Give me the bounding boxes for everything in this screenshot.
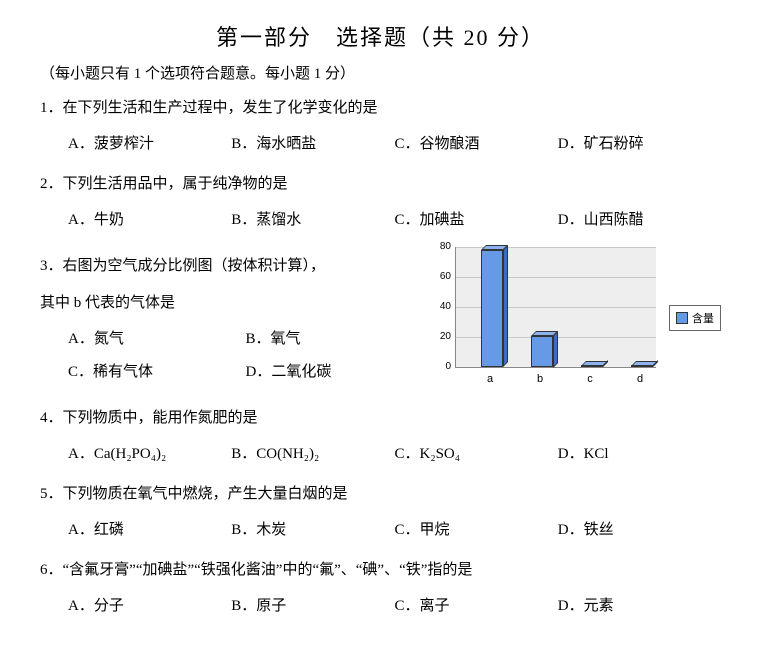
q3-opt-a: A．氮气 [68, 323, 246, 356]
y-tick-label: 20 [433, 332, 451, 342]
y-tick-label: 40 [433, 302, 451, 312]
q5-opt-d: D．铁丝 [558, 514, 721, 547]
q4-opt-c: C．K₂SO₄ [395, 438, 558, 471]
q6-opt-a: A．分子 [68, 590, 231, 623]
q3-stem2: 其中 b 代表的气体是 [40, 290, 423, 317]
page-title: 第一部分 选择题（共 20 分） [40, 20, 721, 52]
q1-options: A．菠萝榨汁 B．海水晒盐 C．谷物酿酒 D．矿石粉碎 [68, 128, 721, 161]
q3-row: 3．右图为空气成分比例图（按体积计算）， 其中 b 代表的气体是 A．氮气 B．… [40, 243, 721, 395]
q5-options: A．红磷 B．木炭 C．甲烷 D．铁丝 [68, 514, 721, 547]
q1-opt-d: D．矿石粉碎 [558, 128, 721, 161]
q1-opt-b: B．海水晒盐 [231, 128, 394, 161]
chart-bar [581, 366, 603, 367]
q6-opt-c: C．离子 [395, 590, 558, 623]
chart-wrap: 0 20 40 60 80 a b c d 含量 [433, 243, 721, 393]
q4-opt-a: A．Ca(H₂PO₄)₂ [68, 438, 231, 471]
q4-opt-b: B．CO(NH₂)₂ [231, 438, 394, 471]
q6-options: A．分子 B．原子 C．离子 D．元素 [68, 590, 721, 623]
q3-opt-d: D．二氧化碳 [246, 356, 424, 389]
chart-legend: 含量 [669, 305, 721, 331]
page-subtitle: （每小题只有 1 个选项符合题意。每小题 1 分） [40, 62, 721, 83]
q6-opt-d: D．元素 [558, 590, 721, 623]
q5-stem: 5．下列物质在氧气中燃烧，产生大量白烟的是 [40, 481, 721, 508]
q3-opt-b: B．氧气 [246, 323, 424, 356]
q2-opt-d: D．山西陈醋 [558, 204, 721, 237]
q6-stem: 6．“含氟牙膏”“加碘盐”“铁强化酱油”中的“氟”、“碘”、“铁”指的是 [40, 557, 721, 584]
y-tick-label: 0 [433, 362, 451, 372]
legend-label: 含量 [692, 310, 714, 326]
y-tick-label: 60 [433, 272, 451, 282]
chart-bar [481, 250, 503, 367]
legend-swatch [676, 312, 688, 324]
q4-options: A．Ca(H₂PO₄)₂ B．CO(NH₂)₂ C．K₂SO₄ D．KCl [68, 438, 721, 471]
q4-opt-d: D．KCl [558, 438, 721, 471]
y-tick-label: 80 [433, 242, 451, 252]
q2-opt-b: B．蒸馏水 [231, 204, 394, 237]
q4-stem: 4．下列物质中，能用作氮肥的是 [40, 405, 721, 432]
x-tick-label: c [580, 373, 600, 385]
q2-opt-a: A．牛奶 [68, 204, 231, 237]
q1-opt-a: A．菠萝榨汁 [68, 128, 231, 161]
q3-opt-c: C．稀有气体 [68, 356, 246, 389]
q2-stem: 2．下列生活用品中，属于纯净物的是 [40, 171, 721, 198]
x-tick-label: a [480, 373, 500, 385]
q2-opt-c: C．加碘盐 [395, 204, 558, 237]
q3-stem1: 3．右图为空气成分比例图（按体积计算）， [40, 253, 423, 280]
chart-bar [631, 366, 653, 367]
q2-options: A．牛奶 B．蒸馏水 C．加碘盐 D．山西陈醋 [68, 204, 721, 237]
q3-options: A．氮气 B．氧气 C．稀有气体 D．二氧化碳 [68, 323, 423, 389]
chart-bar [531, 336, 553, 368]
q5-opt-c: C．甲烷 [395, 514, 558, 547]
x-tick-label: d [630, 373, 650, 385]
q5-opt-b: B．木炭 [231, 514, 394, 547]
q6-opt-b: B．原子 [231, 590, 394, 623]
q1-stem: 1．在下列生活和生产过程中，发生了化学变化的是 [40, 95, 721, 122]
x-tick-label: b [530, 373, 550, 385]
q5-opt-a: A．红磷 [68, 514, 231, 547]
q1-opt-c: C．谷物酿酒 [395, 128, 558, 161]
air-composition-chart: 0 20 40 60 80 a b c d [433, 243, 663, 393]
